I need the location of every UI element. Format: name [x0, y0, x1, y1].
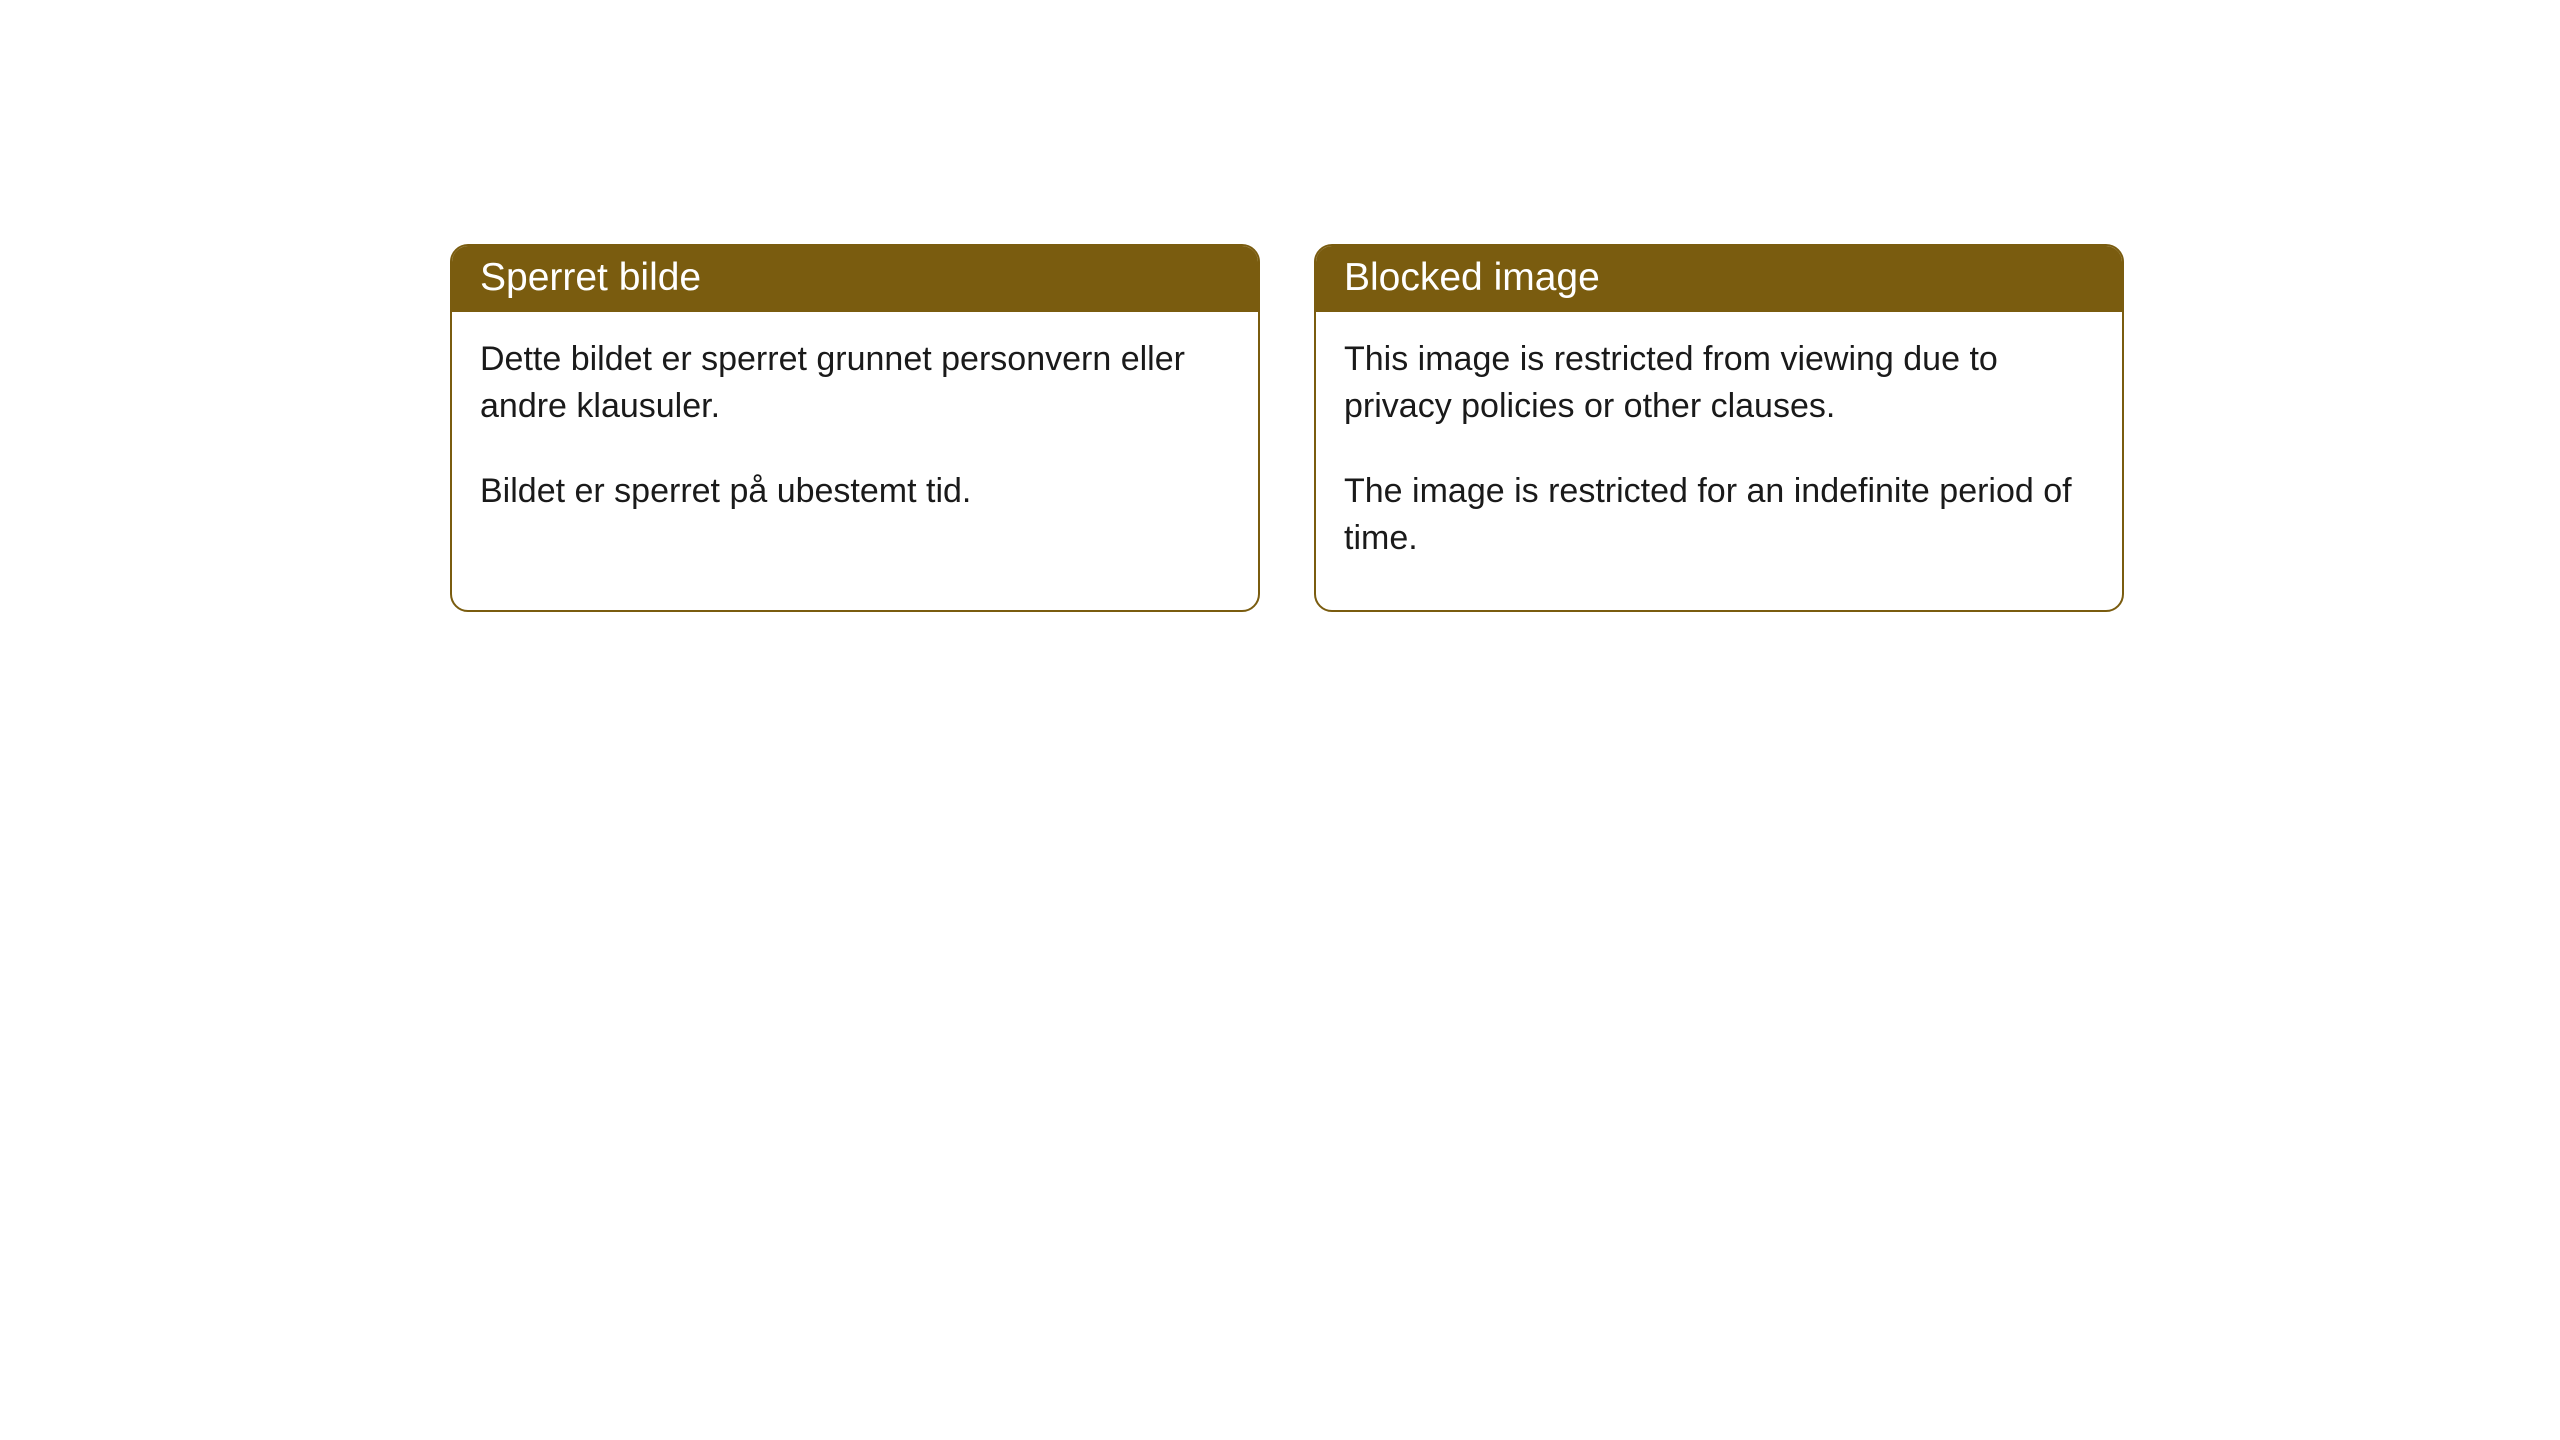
card-title: Sperret bilde	[452, 246, 1258, 312]
card-paragraph: This image is restricted from viewing du…	[1344, 336, 2094, 430]
card-title: Blocked image	[1316, 246, 2122, 312]
blocked-image-card-norwegian: Sperret bilde Dette bildet er sperret gr…	[450, 244, 1260, 612]
card-body: Dette bildet er sperret grunnet personve…	[452, 312, 1258, 563]
blocked-image-card-english: Blocked image This image is restricted f…	[1314, 244, 2124, 612]
blocked-image-notice-group: Sperret bilde Dette bildet er sperret gr…	[450, 244, 2124, 612]
card-body: This image is restricted from viewing du…	[1316, 312, 2122, 610]
card-paragraph: Dette bildet er sperret grunnet personve…	[480, 336, 1230, 430]
card-paragraph: Bildet er sperret på ubestemt tid.	[480, 468, 1230, 515]
card-paragraph: The image is restricted for an indefinit…	[1344, 468, 2094, 562]
